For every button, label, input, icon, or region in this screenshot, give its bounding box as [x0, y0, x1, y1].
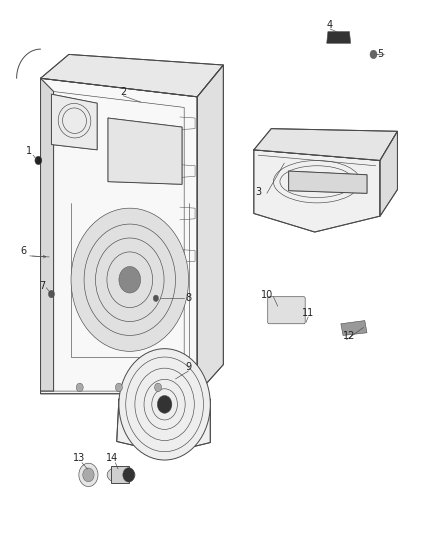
Text: 1: 1 [26, 146, 32, 156]
Text: 2: 2 [120, 86, 127, 96]
Text: 9: 9 [185, 362, 191, 372]
Circle shape [83, 468, 94, 482]
Circle shape [76, 383, 83, 392]
Circle shape [123, 467, 134, 482]
Text: 10: 10 [261, 289, 273, 300]
Text: 13: 13 [73, 454, 85, 463]
Circle shape [48, 290, 54, 298]
Text: 6: 6 [20, 246, 26, 256]
Circle shape [116, 383, 122, 392]
Polygon shape [111, 466, 130, 483]
Polygon shape [108, 118, 182, 184]
Circle shape [71, 208, 188, 351]
Circle shape [119, 266, 141, 293]
Polygon shape [117, 399, 210, 453]
Polygon shape [41, 54, 223, 97]
Text: 3: 3 [255, 187, 261, 197]
Text: 12: 12 [343, 332, 356, 342]
Circle shape [157, 395, 172, 413]
Polygon shape [327, 31, 351, 43]
Polygon shape [341, 320, 367, 335]
FancyBboxPatch shape [268, 297, 305, 324]
Polygon shape [289, 171, 367, 193]
Text: 14: 14 [106, 454, 119, 463]
Circle shape [79, 463, 98, 487]
Circle shape [370, 50, 377, 59]
Polygon shape [51, 94, 97, 150]
Text: 8: 8 [185, 293, 191, 303]
Polygon shape [380, 131, 397, 216]
Text: 5: 5 [377, 50, 383, 59]
Circle shape [119, 349, 210, 460]
Polygon shape [254, 150, 380, 232]
Text: 4: 4 [327, 20, 333, 30]
Circle shape [155, 383, 162, 392]
Polygon shape [41, 78, 197, 394]
Circle shape [35, 156, 42, 165]
Polygon shape [197, 65, 223, 394]
Circle shape [153, 295, 159, 302]
Polygon shape [41, 78, 53, 391]
Polygon shape [254, 128, 397, 160]
Text: 7: 7 [39, 281, 46, 291]
Ellipse shape [107, 466, 135, 483]
Text: 11: 11 [302, 308, 314, 318]
